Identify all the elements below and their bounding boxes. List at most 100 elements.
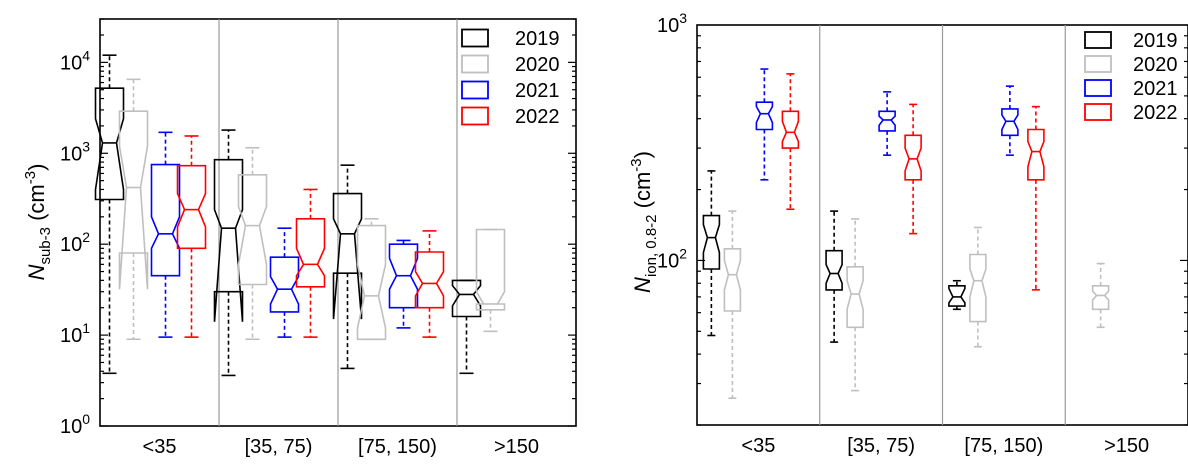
x-tick-label: [75, 150)	[358, 436, 437, 458]
notched-box	[414, 251, 445, 309]
box-2020-cat-4	[1091, 262, 1110, 329]
y-tick-label-base: 10	[60, 325, 82, 347]
box-2020-cat-2	[846, 218, 864, 392]
legend-swatch-2019	[1084, 31, 1112, 49]
y-tick-label-exponent: 2	[679, 245, 687, 261]
box-2020-cat-1	[723, 210, 742, 399]
box-2019-cat-2	[213, 129, 244, 377]
x-tick-label: >150	[494, 436, 539, 458]
notched-box	[781, 110, 800, 149]
y-tick-label-exponent: 2	[82, 229, 90, 245]
box-2022-cat-2	[904, 103, 922, 235]
y-tick-label: 101	[60, 320, 90, 347]
legend-label: 2019	[515, 28, 560, 50]
box-2021-cat-1	[755, 68, 774, 181]
y-axis-title-subscript: sub-3	[37, 227, 54, 265]
y-axis-title-superscript: -3	[22, 171, 39, 184]
box-2021-cat-2	[269, 227, 300, 338]
x-tick-label: [35, 75)	[245, 436, 313, 458]
notched-box	[356, 224, 387, 341]
legend-swatch-2019	[461, 28, 489, 48]
y-tick-label: 104	[60, 47, 90, 74]
y-tick-label-exponent: 3	[82, 138, 90, 154]
notched-box	[237, 174, 268, 286]
box-2019-cat-4	[451, 279, 482, 375]
legend-label: 2022	[1133, 102, 1178, 124]
box-2022-cat-2	[295, 188, 326, 338]
y-axis-title-main: N	[630, 277, 655, 293]
box-2020-cat-3	[969, 226, 987, 348]
box-2020-cat-3	[356, 218, 387, 341]
legend-label: 2021	[1133, 78, 1178, 100]
legend-swatch-2021	[461, 80, 489, 100]
box-2020-cat-4	[475, 228, 506, 333]
box-2022-cat-1	[176, 135, 207, 338]
y-tick-label-exponent: 4	[82, 47, 90, 63]
x-tick-label: [75, 150)	[964, 435, 1043, 457]
y-tick-label-base: 10	[657, 15, 679, 37]
notched-box	[702, 214, 721, 270]
legend-swatch-2021	[1084, 79, 1112, 97]
y-axis-title-unit-close: )	[24, 164, 49, 171]
notched-box	[94, 87, 125, 201]
notched-box	[475, 228, 506, 311]
notched-box	[846, 265, 864, 329]
y-tick-label-base: 10	[60, 52, 82, 74]
box-2019-cat-1	[94, 54, 125, 375]
y-axis-title: Nsub-3 (cm-3)	[22, 164, 54, 281]
legend-label: 2020	[1133, 54, 1178, 76]
box-2021-cat-2	[878, 91, 896, 156]
box-2019-cat-1	[702, 170, 721, 337]
y-tick-label-exponent: 3	[679, 10, 687, 26]
legend-swatch-2022	[1084, 103, 1112, 121]
notched-box	[150, 163, 181, 277]
notched-box	[295, 218, 326, 288]
y-axis-title-unit: (cm	[630, 172, 655, 215]
notched-box	[332, 192, 363, 320]
legend-label: 2022	[515, 106, 560, 128]
box-2019-cat-3	[948, 279, 966, 311]
notched-box	[213, 158, 244, 322]
box-2021-cat-3	[388, 239, 419, 329]
box-2021-cat-3	[1001, 85, 1019, 156]
notched-box	[269, 256, 300, 313]
notched-box	[755, 101, 774, 131]
legend-swatch-2020	[1084, 55, 1112, 73]
y-tick-label-exponent: 0	[82, 411, 90, 427]
legend-label: 2021	[515, 80, 560, 102]
y-tick-label: 103	[657, 10, 687, 37]
legend-label: 2019	[1133, 30, 1178, 52]
box-2021-cat-1	[150, 131, 181, 338]
legend-swatch-2020	[461, 54, 489, 74]
notched-box	[904, 134, 922, 181]
box-2020-cat-1	[118, 78, 149, 341]
x-tick-label: >150	[1104, 435, 1149, 457]
notched-box	[948, 284, 966, 307]
notched-box	[723, 248, 742, 312]
y-tick-label-base: 10	[657, 250, 679, 272]
x-tick-label: [35, 75)	[847, 435, 915, 457]
y-axis-title-main: N	[24, 264, 49, 280]
y-axis-title: Nion, 0.8-2 (cm-3)	[628, 151, 660, 293]
y-axis-title-superscript: -3	[628, 158, 645, 171]
x-tick-label: <35	[143, 436, 177, 458]
y-axis-title-unit-close: )	[630, 151, 655, 158]
notched-box	[1001, 108, 1019, 137]
y-tick-label: 102	[657, 245, 687, 272]
notched-box	[451, 279, 482, 318]
y-axis-title-unit: (cm	[24, 184, 49, 227]
box-2020-cat-2	[237, 146, 268, 341]
box-2022-cat-1	[781, 73, 800, 211]
y-tick-label-exponent: 1	[82, 320, 90, 336]
y-axis-title-subscript: ion, 0.8-2	[643, 215, 660, 278]
notched-box	[176, 164, 207, 250]
y-tick-label-base: 10	[60, 416, 82, 438]
notched-box	[1091, 284, 1110, 311]
notched-box	[969, 253, 987, 323]
y-tick-label-base: 10	[60, 234, 82, 256]
